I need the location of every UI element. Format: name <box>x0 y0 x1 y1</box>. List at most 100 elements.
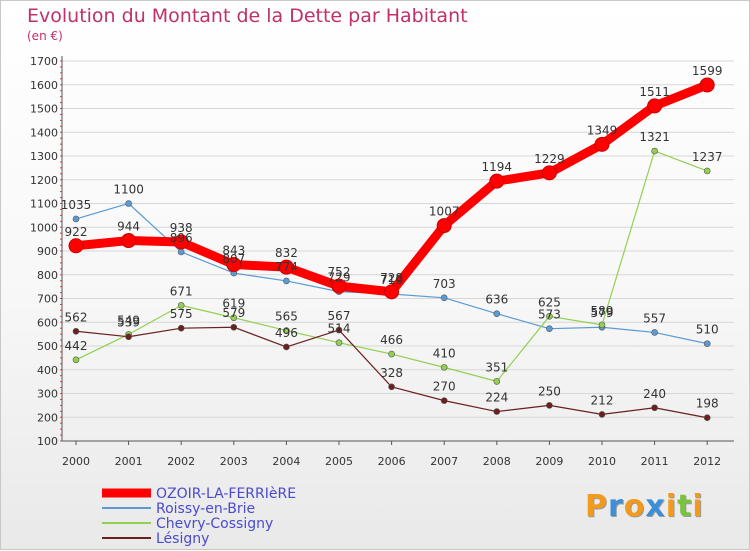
data-point <box>703 414 711 422</box>
y-tick-label: 1300 <box>30 150 58 163</box>
logo-letter: r <box>608 489 624 524</box>
data-label: 774 <box>275 260 298 274</box>
data-label: 466 <box>380 333 403 347</box>
data-label: 539 <box>117 316 140 330</box>
data-point <box>335 339 343 346</box>
y-tick-label: 700 <box>37 293 58 306</box>
data-label: 270 <box>433 380 456 394</box>
data-point <box>177 248 185 256</box>
data-label: 729 <box>328 271 351 285</box>
data-point <box>651 329 658 336</box>
data-point <box>388 383 395 391</box>
x-tick-label: 2010 <box>588 455 616 468</box>
x-tick-label: 2004 <box>272 455 300 468</box>
data-label: 703 <box>433 277 456 291</box>
legend-label: Chevry-Cossigny <box>156 516 273 532</box>
y-tick-label: 600 <box>37 316 58 329</box>
data-label: 636 <box>485 293 508 307</box>
data-label: 1511 <box>639 85 670 99</box>
data-point <box>331 278 347 294</box>
data-label: 549 <box>117 313 140 327</box>
data-point <box>283 277 290 285</box>
data-point <box>546 325 553 332</box>
data-label: 1349 <box>587 123 618 137</box>
x-tick-label: 2000 <box>62 455 90 468</box>
data-point <box>226 257 242 273</box>
data-point <box>283 343 290 351</box>
data-point <box>493 408 501 415</box>
data-label: 212 <box>591 393 614 407</box>
legend-label: OZOIR-LA-FERRIèRE <box>156 486 296 502</box>
data-label: 728 <box>380 271 403 285</box>
data-label: 198 <box>696 397 719 411</box>
data-point <box>493 378 501 385</box>
data-label: 410 <box>433 346 456 360</box>
data-point <box>177 324 185 332</box>
y-tick-label: 1200 <box>30 174 58 187</box>
data-point <box>68 238 84 254</box>
data-label: 1007 <box>429 205 460 219</box>
data-point <box>72 327 80 335</box>
data-point <box>598 321 606 329</box>
data-point <box>72 215 80 223</box>
y-tick-label: 400 <box>37 364 58 377</box>
x-tick-label: 2002 <box>167 455 195 468</box>
y-tick-label: 1100 <box>30 198 58 211</box>
data-point <box>440 397 448 404</box>
data-label: 1035 <box>61 198 92 212</box>
data-label: 843 <box>222 244 245 258</box>
data-point <box>651 147 658 155</box>
data-label: 250 <box>538 384 561 398</box>
data-point <box>440 364 448 371</box>
data-point <box>230 314 238 322</box>
data-label: 496 <box>275 326 298 340</box>
chart-unit: (en €) <box>27 29 63 43</box>
data-point <box>283 327 290 334</box>
data-point <box>647 98 663 114</box>
x-tick-label: 2001 <box>115 455 143 468</box>
data-point <box>546 313 553 320</box>
logo-letter: i <box>692 489 704 524</box>
data-label: 1599 <box>692 64 723 78</box>
y-tick-label: 1600 <box>30 79 58 92</box>
data-point <box>699 77 715 93</box>
logo-letter: x <box>645 489 666 524</box>
logo-letter: t <box>677 489 693 524</box>
chart-title: Evolution du Montant de la Dette par Hab… <box>27 5 468 27</box>
data-label: 567 <box>328 309 351 323</box>
data-label: 565 <box>275 310 298 324</box>
data-point <box>335 326 343 334</box>
y-tick-label: 1400 <box>30 126 58 139</box>
data-label: 573 <box>538 308 561 322</box>
data-point <box>598 411 606 418</box>
data-label: 575 <box>170 307 193 321</box>
data-point <box>493 310 501 318</box>
data-label: 442 <box>65 339 88 353</box>
y-tick-label: 1000 <box>30 221 58 234</box>
data-label: 579 <box>591 306 614 320</box>
data-label: 1321 <box>639 130 670 144</box>
data-point <box>546 402 553 409</box>
data-point <box>384 284 400 300</box>
data-point <box>651 404 658 412</box>
y-tick-label: 900 <box>37 245 58 258</box>
data-point <box>173 234 189 250</box>
data-label: 328 <box>380 366 403 380</box>
data-label: 510 <box>696 323 719 337</box>
data-point <box>125 200 132 207</box>
data-label: 562 <box>65 310 88 324</box>
x-tick-label: 2005 <box>325 455 353 468</box>
x-tick-label: 2009 <box>535 455 563 468</box>
proxiti-logo: Proxiti <box>585 489 704 524</box>
data-label: 832 <box>275 246 298 260</box>
x-tick-label: 2007 <box>430 455 458 468</box>
data-point <box>594 136 610 152</box>
data-label: 224 <box>485 391 508 405</box>
logo-letter: P <box>585 489 608 524</box>
data-label: 944 <box>117 220 140 234</box>
y-tick-label: 800 <box>37 269 58 282</box>
data-point <box>72 356 80 364</box>
y-tick-label: 300 <box>37 388 58 401</box>
data-label: 671 <box>170 284 193 298</box>
